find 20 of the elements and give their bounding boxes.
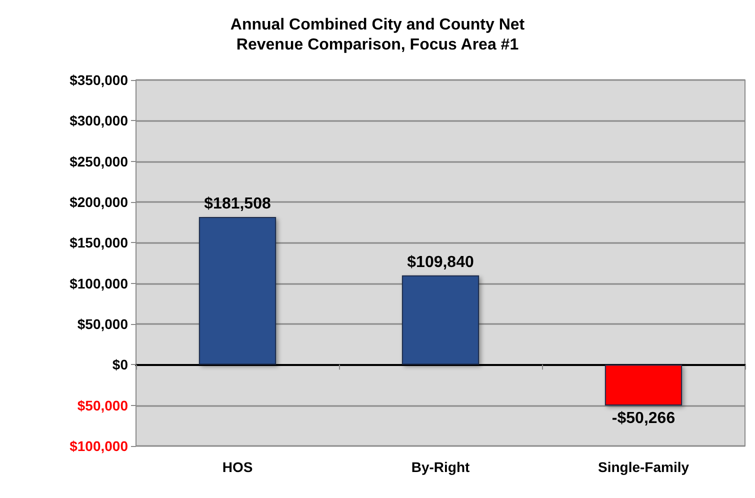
bar — [604, 364, 682, 406]
y-tick-label: $300,000 — [70, 112, 128, 129]
y-tick-label: $350,000 — [70, 72, 128, 88]
data-label: $181,508 — [204, 196, 271, 213]
y-tick-label: $100,000 — [70, 275, 128, 292]
x-tick-label: By-Right — [411, 459, 470, 475]
bar — [198, 217, 276, 365]
x-tick-label: HOS — [222, 459, 253, 475]
data-label: -$50,266 — [612, 410, 676, 428]
y-tick-label: $200,000 — [70, 194, 128, 210]
y-tick-label: $100,000 — [70, 438, 128, 454]
y-tick-label: $50,000 — [77, 397, 128, 414]
y-tick-label: $0 — [112, 356, 128, 373]
chart-title: Annual Combined City and County Net Revenue Comparison, Focus Area #1 — [230, 16, 526, 54]
x-tick-label: Single-Family — [598, 459, 690, 475]
y-tick-label: $150,000 — [70, 234, 128, 251]
y-tick-label: $50,000 — [77, 316, 128, 332]
data-label: $109,840 — [407, 254, 474, 271]
y-tick-label: $250,000 — [70, 153, 128, 170]
bar — [402, 275, 480, 365]
